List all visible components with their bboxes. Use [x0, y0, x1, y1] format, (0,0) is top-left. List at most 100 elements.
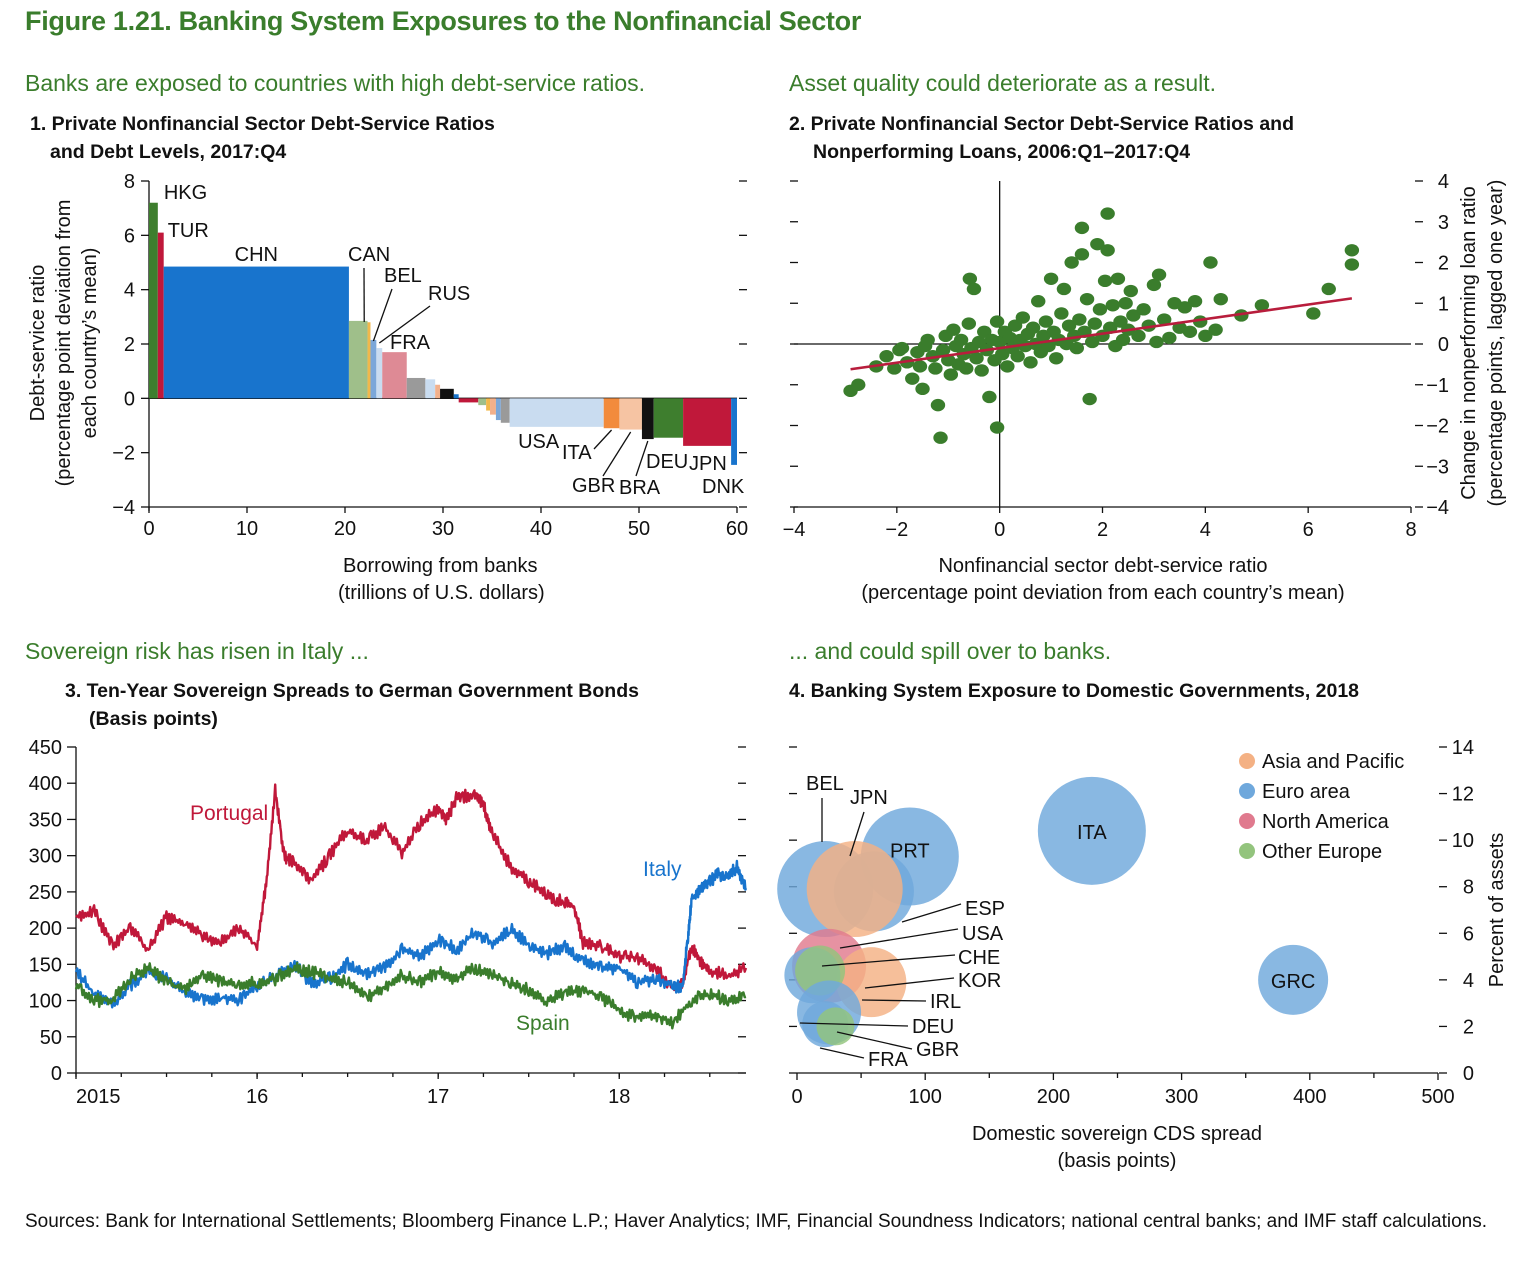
p1-y-tick-label: −2	[112, 443, 135, 465]
p1-bar-bel	[370, 339, 377, 399]
p4-legend-label: North America	[1262, 811, 1390, 833]
p2-y-tick-label: 3	[1438, 212, 1449, 234]
p2-point	[1074, 248, 1090, 261]
p2-point	[1177, 301, 1192, 314]
p2-y-tick-label: −2	[1426, 416, 1449, 438]
p2-point	[946, 323, 961, 336]
p2-x-title-line1: Nonfinancial sector debt-service ratio	[938, 555, 1267, 577]
p1-bar-tur	[157, 232, 164, 399]
source-note: Sources: Bank for International Settleme…	[25, 1211, 1487, 1232]
p4-leader-irl	[861, 999, 927, 1002]
p1-x-tick-label: 30	[432, 518, 454, 540]
p2-point	[959, 362, 974, 375]
p2-point	[1203, 256, 1218, 269]
p1-x-tick-label: 20	[334, 518, 356, 540]
p4-legend-swatch	[1239, 813, 1255, 829]
subtitle-bottom-left: Sovereign risk has risen in Italy ...	[25, 638, 369, 664]
p1-bar-deu	[653, 398, 684, 438]
p1-x-tick-label: 0	[143, 518, 154, 540]
p4-label-grc: GRC	[1271, 971, 1315, 993]
p3-y-tick-label: 0	[51, 1063, 62, 1085]
p2-point	[1064, 256, 1079, 269]
p2-trend-line	[850, 297, 1353, 371]
p2-point	[1038, 315, 1054, 328]
p1-leader-rus	[378, 305, 431, 344]
p2-point	[1149, 335, 1164, 349]
p1-bar	[486, 398, 491, 411]
p2-y-tick-label: 4	[1438, 171, 1449, 193]
p1-label-deu: DEU	[646, 451, 688, 473]
p2-point	[1079, 292, 1095, 306]
p1-x-title-line1: Borrowing from banks	[343, 555, 538, 577]
p2-point	[1092, 303, 1108, 316]
p3-y-tick-label: 300	[29, 846, 62, 868]
p1-y-tick-label: −4	[112, 497, 135, 519]
p4-label-che: CHE	[958, 947, 1000, 969]
p2-point	[1082, 392, 1097, 406]
p2-point	[1056, 282, 1072, 296]
p4-leader-jpn	[849, 811, 865, 857]
panel4-title-line1: 4. Banking System Exposure to Domestic G…	[789, 680, 1360, 702]
p2-point	[1208, 323, 1223, 336]
p1-bar-rus	[376, 348, 383, 399]
p2-point	[969, 352, 984, 365]
p2-x-tick-label: −2	[885, 519, 908, 541]
p1-x-title-line2: (trillions of U.S. dollars)	[338, 582, 545, 604]
p1-bar-dnk	[731, 398, 737, 465]
p2-point	[982, 390, 997, 404]
p1-label-tur: TUR	[168, 220, 209, 242]
p4-x-tick-label: 400	[1293, 1086, 1326, 1108]
p2-point	[1100, 244, 1115, 257]
p4-legend-label: Euro area	[1262, 781, 1351, 803]
p4-y-tick-label: 6	[1463, 923, 1474, 945]
p4-leader-fra	[819, 1047, 865, 1059]
panel2-title-line1: 2. Private Nonfinancial Sector Debt-Serv…	[789, 113, 1294, 135]
p2-point	[1162, 331, 1177, 345]
p2-point	[1090, 237, 1105, 251]
p2-y-tick-label: −4	[1426, 497, 1449, 519]
p2-point	[953, 333, 969, 347]
p4-bubble-ita	[1037, 776, 1146, 885]
p1-bar-ita	[603, 398, 620, 429]
p2-point	[851, 378, 866, 391]
panel3-title-line1: 3. Ten-Year Sovereign Spreads to German …	[65, 680, 639, 702]
p4-label-kor: KOR	[958, 970, 1001, 992]
p1-bar	[458, 398, 479, 403]
p1-label-ita: ITA	[562, 442, 592, 464]
p2-point	[1123, 284, 1138, 298]
panel1-title-line1: 1. Private Nonfinancial Sector Debt-Serv…	[30, 113, 495, 135]
p2-point	[1254, 299, 1270, 312]
p4-label-bel: BEL	[806, 773, 844, 795]
p4-y-tick-label: 10	[1452, 830, 1474, 852]
p4-y-tick-label: 8	[1463, 877, 1474, 899]
p4-label-prt: PRT	[890, 840, 930, 862]
p1-y-tick-label: 6	[124, 225, 135, 247]
p1-x-tick-label: 50	[628, 518, 650, 540]
p1-label-chn: CHN	[235, 244, 278, 266]
p1-bar	[453, 394, 459, 399]
p1-label-bel: BEL	[384, 265, 422, 287]
p1-bar-fra	[382, 352, 407, 399]
p1-bar-usa	[509, 398, 604, 427]
p4-x-tick-label: 300	[1165, 1086, 1198, 1108]
p2-point	[1157, 313, 1172, 326]
p1-leader-bel	[372, 288, 393, 342]
p2-point	[912, 360, 928, 373]
panel1-title-line2: and Debt Levels, 2017:Q4	[50, 141, 287, 163]
p4-y-tick-label: 0	[1463, 1063, 1474, 1085]
p1-bar-gbr	[619, 398, 642, 430]
p2-point	[879, 350, 894, 363]
p4-leader-deu	[799, 1022, 909, 1027]
p2-point	[1306, 307, 1321, 320]
p1-label-dnk: DNK	[702, 476, 745, 498]
p1-y-title-line2: (percentage point deviation from	[53, 200, 75, 487]
p3-x-tick-label: 17	[427, 1086, 449, 1108]
panel4-title: 4. Banking System Exposure to Domestic G…	[789, 677, 1359, 705]
p2-point	[1010, 350, 1025, 363]
p4-y-title: Percent of assets	[1486, 833, 1508, 988]
p2-y-tick-label: 0	[1438, 334, 1449, 356]
p2-point	[1118, 297, 1133, 310]
p1-label-gbr: GBR	[572, 475, 615, 497]
p2-y-tick-label: 2	[1438, 253, 1449, 275]
p4-label-jpn: JPN	[850, 787, 888, 809]
